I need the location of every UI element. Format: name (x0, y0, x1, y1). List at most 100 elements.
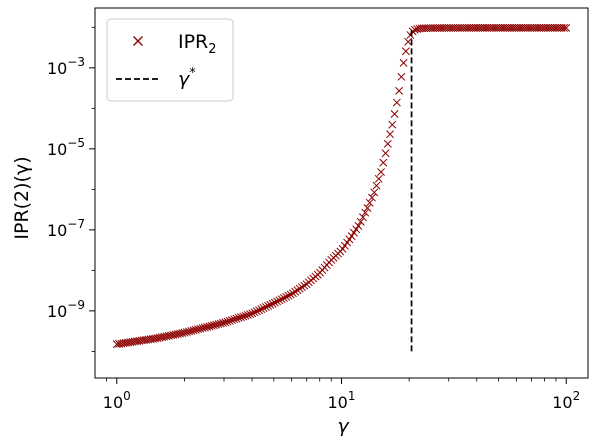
data-point (293, 286, 302, 295)
x-ticks: 100 101 102 (103, 378, 580, 412)
data-point (279, 294, 288, 302)
data-point (232, 314, 241, 323)
data-point (286, 290, 295, 299)
data-point (377, 168, 385, 176)
data-point (178, 329, 187, 338)
data-point (230, 315, 239, 324)
data-point (221, 318, 230, 327)
data-point (225, 316, 234, 325)
data-point (189, 326, 198, 335)
data-point (370, 188, 379, 197)
data-point (379, 158, 388, 167)
data-point (252, 307, 261, 316)
data-point (261, 303, 270, 311)
data-point (207, 321, 216, 330)
data-point (372, 181, 381, 190)
legend-label-ipr2: IPR2 (178, 31, 217, 57)
x-axis-label: γ (337, 415, 350, 437)
data-point (255, 306, 264, 315)
data-point (408, 27, 417, 36)
data-point (257, 305, 266, 314)
plot-area (112, 23, 571, 352)
data-point (390, 110, 399, 118)
y-tick-label: 10−3 (47, 55, 85, 78)
data-point (223, 317, 232, 326)
data-point (284, 291, 293, 300)
data-point (298, 283, 306, 292)
data-point (295, 284, 304, 293)
legend: IPR2 γ* (106, 18, 234, 102)
data-point (194, 325, 203, 334)
legend-marker-x (133, 36, 143, 46)
data-point (200, 323, 209, 332)
legend-box (106, 18, 234, 102)
y-tick-label: 10−7 (47, 217, 85, 240)
data-point (234, 313, 243, 322)
data-point (300, 281, 309, 290)
data-point (365, 198, 374, 207)
data-point (275, 296, 284, 305)
legend-label-gamma-sup: * (189, 66, 196, 81)
data-point (214, 320, 223, 329)
data-point (264, 301, 273, 310)
data-point (356, 217, 365, 226)
data-point (291, 287, 300, 296)
data-point (345, 235, 354, 244)
y-tick-label: 10−5 (47, 136, 85, 159)
legend-label-gamma-base: γ (178, 68, 191, 90)
data-point (352, 225, 361, 234)
data-point (374, 174, 383, 183)
x-tick-label: 100 (103, 389, 131, 412)
data-point (212, 320, 221, 329)
data-point (198, 324, 207, 333)
data-point (248, 309, 257, 318)
data-point (282, 292, 291, 301)
data-point (209, 321, 218, 330)
legend-label-ipr2-sub: 2 (208, 42, 216, 57)
data-point (349, 228, 358, 237)
data-point (241, 311, 250, 320)
data-point (243, 310, 252, 319)
data-point (273, 297, 282, 306)
data-point (381, 149, 390, 158)
data-point (383, 139, 392, 148)
y-axis-label: IPR(2)(γ) (11, 156, 33, 239)
data-point (239, 312, 248, 321)
data-point (354, 221, 363, 230)
data-point (228, 316, 236, 325)
data-point (388, 120, 397, 129)
data-point (180, 328, 189, 337)
data-point (270, 298, 279, 307)
data-point (562, 23, 571, 32)
data-point (182, 328, 191, 336)
data-point (560, 23, 568, 32)
data-point (368, 193, 376, 202)
data-point (205, 322, 214, 331)
data-point (404, 37, 413, 46)
data-point (386, 130, 395, 139)
data-point (191, 325, 200, 334)
data-point (246, 310, 254, 319)
legend-label-ipr2-base: IPR (178, 31, 208, 53)
data-point (399, 58, 408, 67)
data-point (359, 213, 367, 222)
data-point (218, 319, 227, 327)
x-tick-label: 101 (328, 389, 356, 412)
y-ticks: 10−9 10−7 10−5 10−3 (47, 26, 95, 352)
data-point (361, 208, 370, 217)
data-point (277, 295, 286, 304)
data-point (266, 300, 275, 309)
data-point (185, 327, 194, 336)
data-point (259, 304, 268, 312)
data-point (216, 319, 225, 328)
data-point (196, 324, 205, 333)
data-point (268, 299, 277, 308)
data-point (410, 25, 419, 34)
x-tick-label: 102 (552, 389, 580, 412)
data-point (250, 308, 259, 317)
y-tick-label: 10−9 (47, 298, 85, 321)
data-point (395, 86, 404, 95)
data-point (397, 72, 406, 81)
data-point (392, 98, 401, 107)
